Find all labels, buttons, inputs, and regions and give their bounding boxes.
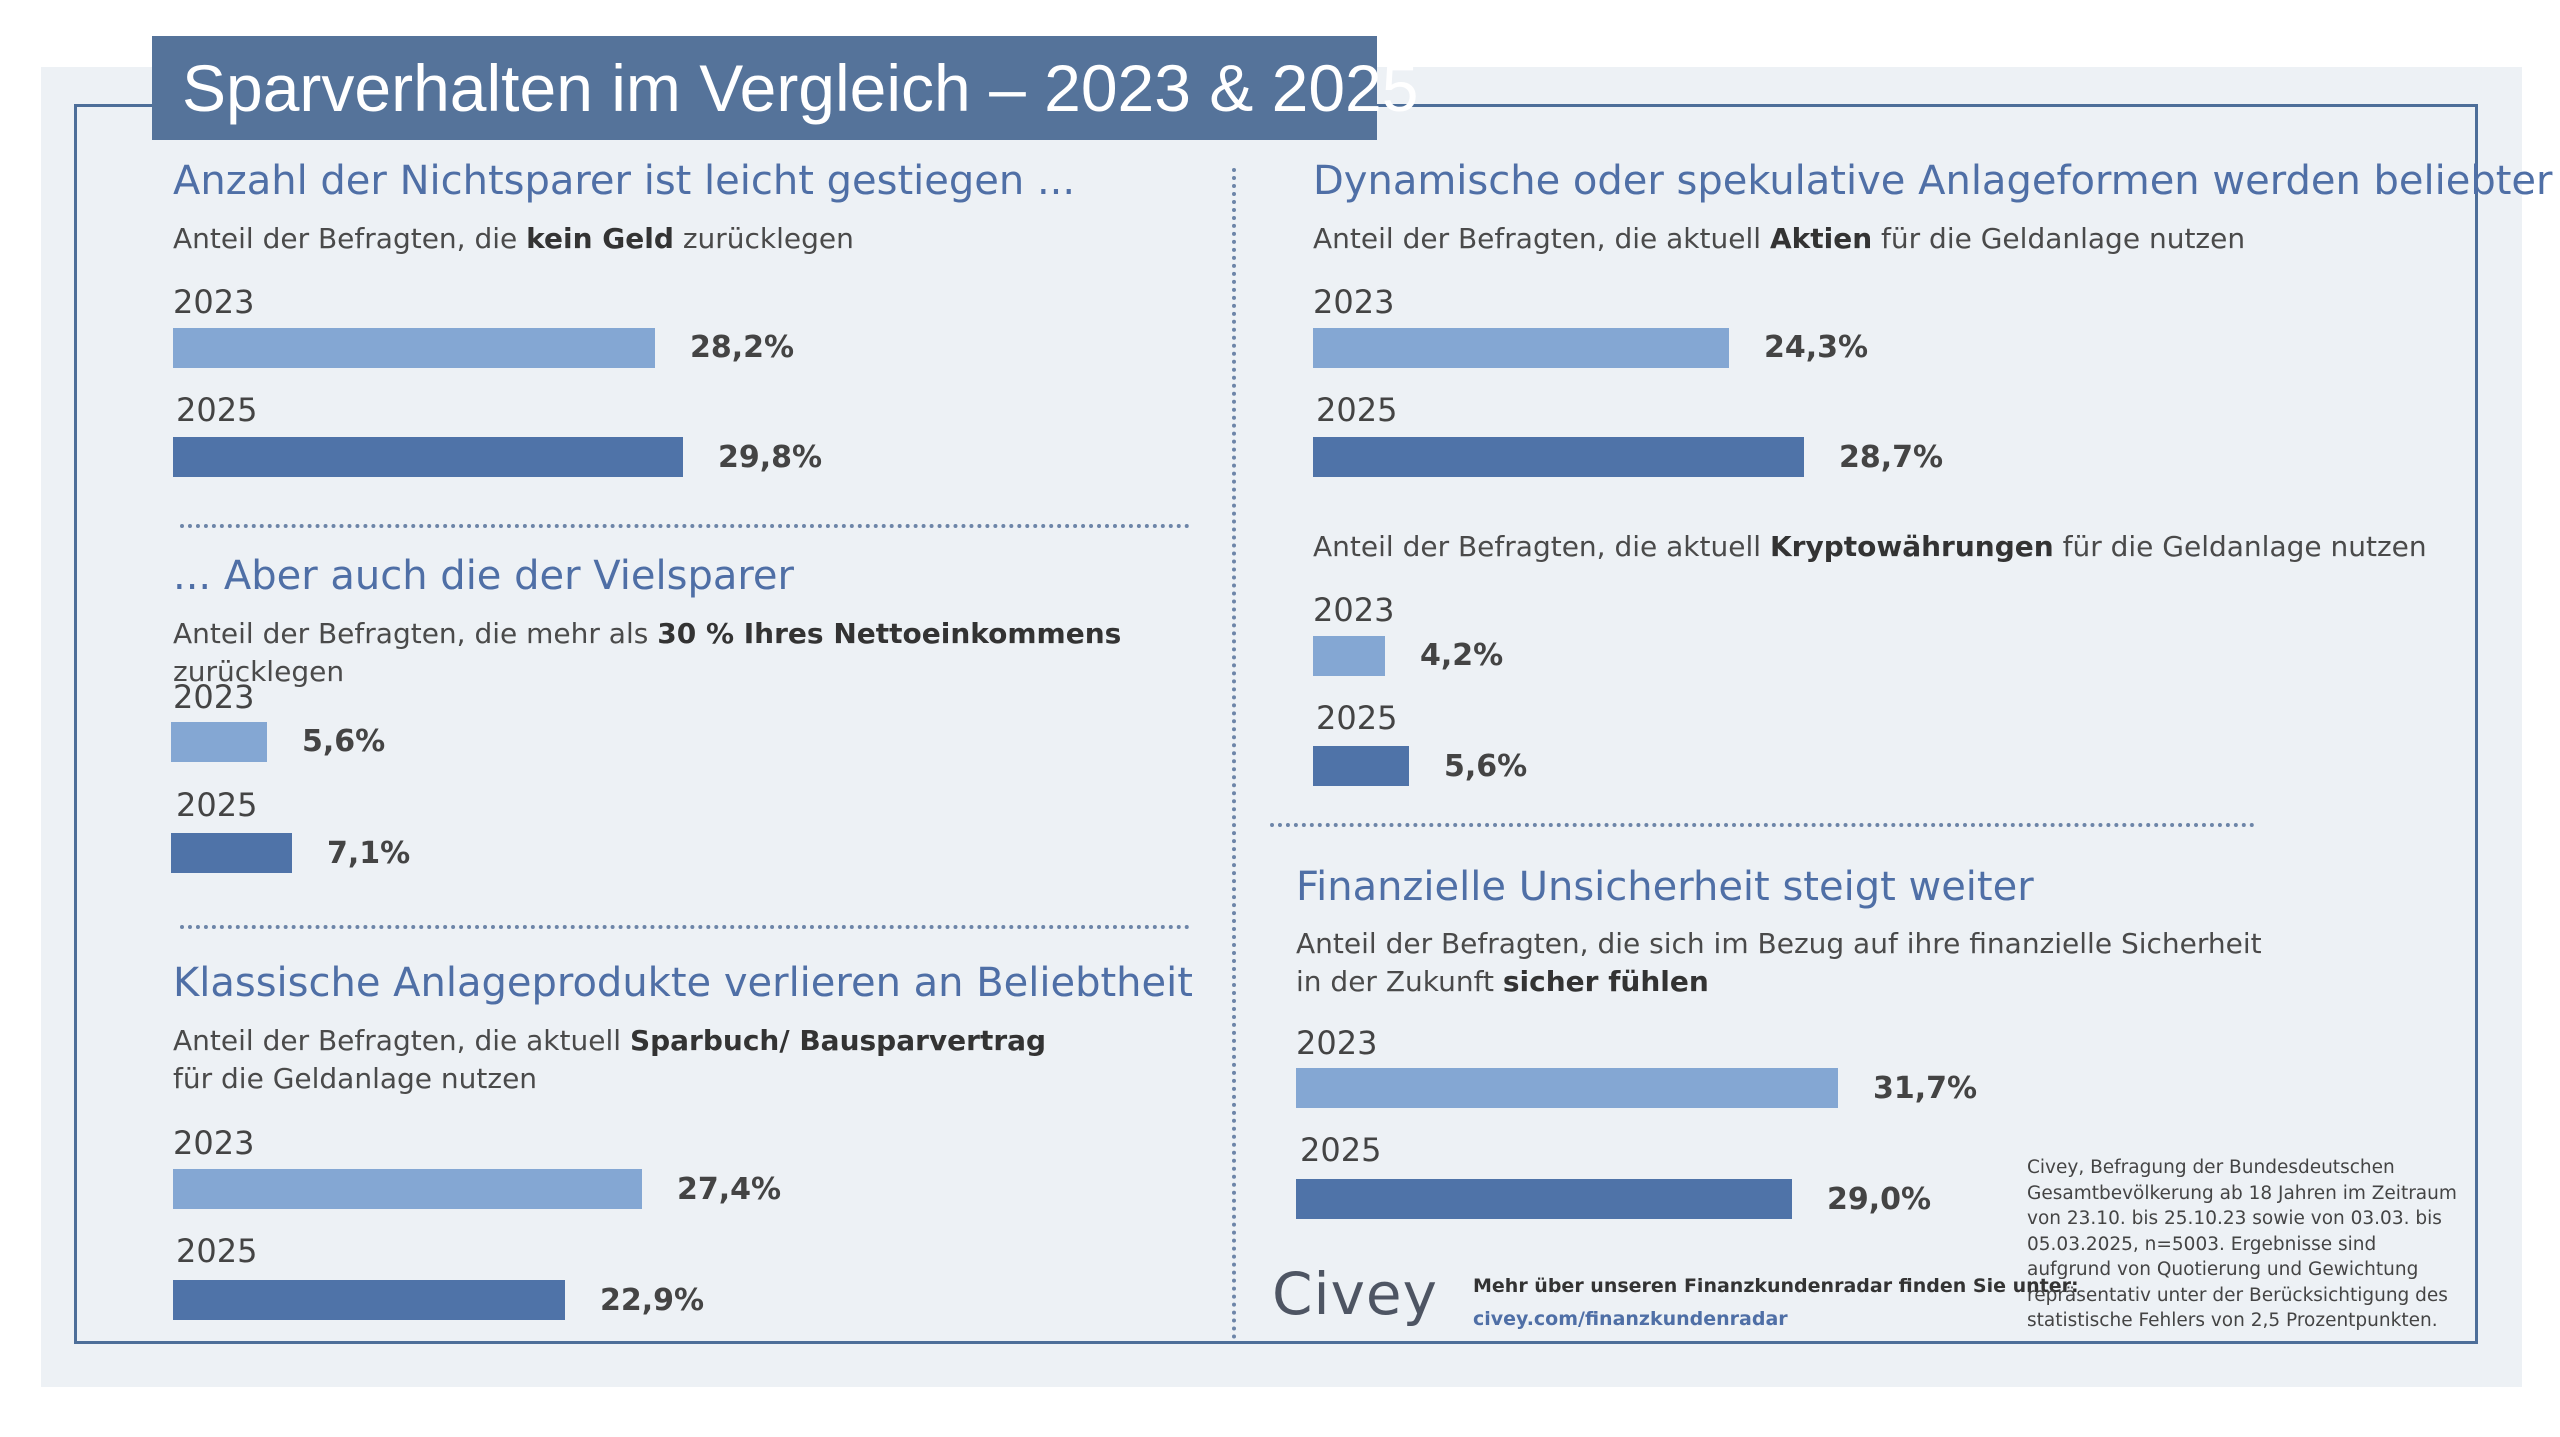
section-subtitle-klassisch: Anteil der Befragten, die aktuell Sparbu… bbox=[173, 1024, 1047, 1095]
year-label-2023: 2023 bbox=[1296, 1024, 1378, 1062]
year-label-2025: 2025 bbox=[176, 391, 258, 429]
bar-klassisch-2023 bbox=[173, 1169, 642, 1209]
year-label-2023: 2023 bbox=[1313, 283, 1395, 321]
bar-vielsparer-2023 bbox=[171, 722, 267, 762]
year-label-2023: 2023 bbox=[173, 678, 255, 716]
section-title-unsicherheit: Finanzielle Unsicherheit steigt weiter bbox=[1296, 864, 2034, 910]
bar-krypto-2023 bbox=[1313, 636, 1385, 676]
background-panel bbox=[41, 67, 2522, 1387]
value-label-nichtsparer-2023: 28,2% bbox=[690, 330, 795, 365]
bar-unsicherheit-2023 bbox=[1296, 1068, 1838, 1108]
bar-aktien-2023 bbox=[1313, 328, 1729, 368]
divider-left-2 bbox=[180, 925, 1190, 929]
section-title-nichtsparer: Anzahl der Nichtsparer ist leicht gestie… bbox=[173, 158, 1076, 204]
vertical-divider bbox=[1232, 168, 1236, 1340]
bar-klassisch-2025 bbox=[173, 1280, 565, 1320]
value-label-unsicherheit-2023: 31,7% bbox=[1873, 1071, 1978, 1106]
finanzkundenradar-link[interactable]: civey.com/finanzkundenradar bbox=[1473, 1308, 1788, 1330]
value-label-vielsparer-2023: 5,6% bbox=[302, 724, 386, 759]
bar-krypto-2025 bbox=[1313, 746, 1409, 786]
value-label-aktien-2025: 28,7% bbox=[1839, 440, 1944, 475]
year-label-2023: 2023 bbox=[173, 1124, 255, 1162]
year-label-2023: 2023 bbox=[1313, 591, 1395, 629]
civey-logo: Civey bbox=[1272, 1260, 1438, 1328]
section-subtitle-nichtsparer: Anteil der Befragten, die kein Geld zurü… bbox=[173, 222, 854, 255]
value-label-klassisch-2025: 22,9% bbox=[600, 1283, 705, 1318]
more-info-text: Mehr über unseren Finanzkundenradar find… bbox=[1473, 1275, 2079, 1297]
value-label-vielsparer-2025: 7,1% bbox=[327, 836, 411, 871]
value-label-krypto-2025: 5,6% bbox=[1444, 749, 1528, 784]
source-note: Civey, Befragung der Bundesdeutschen Ges… bbox=[2027, 1157, 2457, 1331]
section-subtitle-aktien: Anteil der Befragten, die aktuell Aktien… bbox=[1313, 222, 2246, 255]
year-label-2025: 2025 bbox=[1316, 391, 1398, 429]
value-label-klassisch-2023: 27,4% bbox=[677, 1172, 782, 1207]
value-label-krypto-2023: 4,2% bbox=[1420, 638, 1504, 673]
year-label-2025: 2025 bbox=[176, 1232, 258, 1270]
section-title-klassisch: Klassische Anlageprodukte verlieren an B… bbox=[173, 960, 1193, 1006]
section-subtitle-vielsparer: Anteil der Befragten, die mehr als 30 % … bbox=[173, 617, 1122, 688]
page-title: Sparverhalten im Vergleich – 2023 & 2025 bbox=[152, 36, 1418, 140]
bar-aktien-2025 bbox=[1313, 437, 1804, 477]
bar-nichtsparer-2023 bbox=[173, 328, 655, 368]
divider-right-1 bbox=[1270, 823, 2255, 827]
bar-unsicherheit-2025 bbox=[1296, 1179, 1792, 1219]
year-label-2023: 2023 bbox=[173, 283, 255, 321]
year-label-2025: 2025 bbox=[1316, 699, 1398, 737]
value-label-unsicherheit-2025: 29,0% bbox=[1827, 1182, 1932, 1217]
section-subtitle-unsicherheit: Anteil der Befragten, die sich im Bezug … bbox=[1296, 927, 2262, 998]
section-title-vielsparer: ... Aber auch die der Vielsparer bbox=[173, 553, 794, 599]
bar-vielsparer-2025 bbox=[171, 833, 292, 873]
divider-left-1 bbox=[180, 524, 1190, 528]
section-title-dynamisch: Dynamische oder spekulative Anlageformen… bbox=[1313, 158, 2553, 204]
year-label-2025: 2025 bbox=[1300, 1131, 1382, 1169]
bar-nichtsparer-2025 bbox=[173, 437, 683, 477]
value-label-aktien-2023: 24,3% bbox=[1764, 330, 1869, 365]
section-subtitle-krypto: Anteil der Befragten, die aktuell Krypto… bbox=[1313, 530, 2427, 563]
year-label-2025: 2025 bbox=[176, 786, 258, 824]
value-label-nichtsparer-2025: 29,8% bbox=[718, 440, 823, 475]
